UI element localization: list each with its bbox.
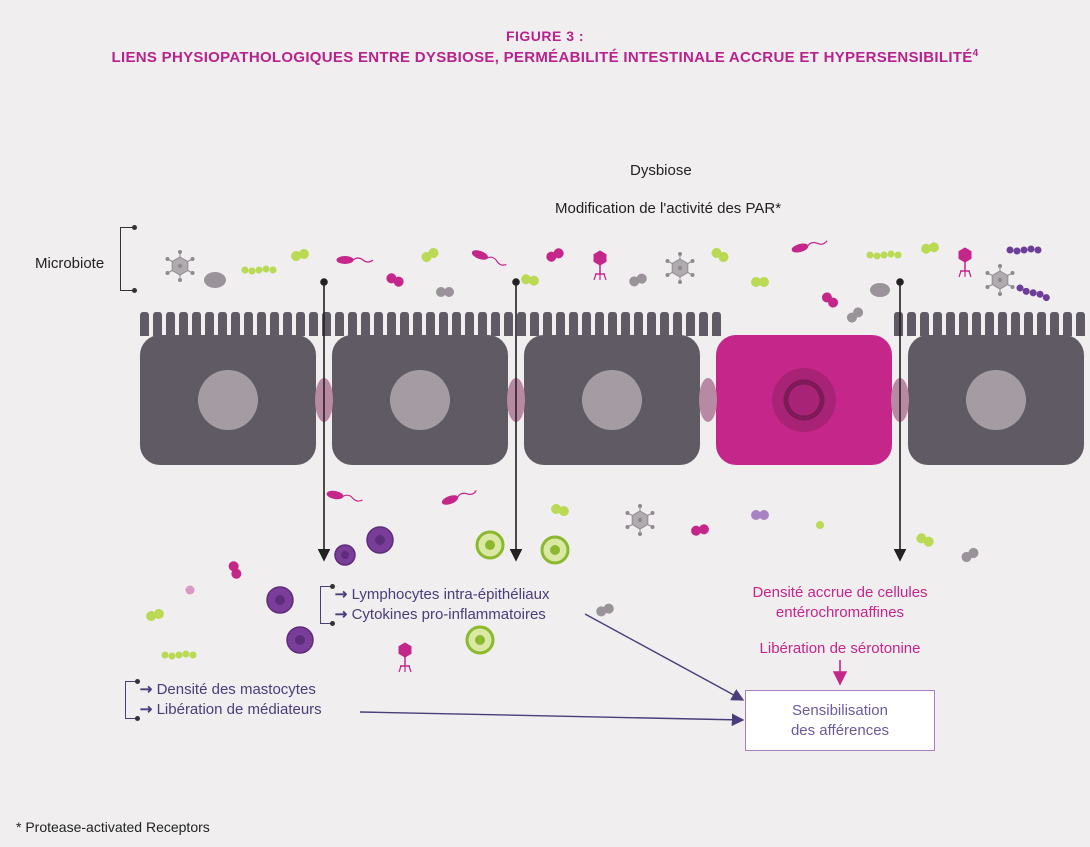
label-cytokines: ↗Cytokines pro-inflammatoires: [335, 605, 546, 623]
label-serotonine: Libération de sérotonine: [745, 640, 935, 657]
label-dysbiose: Dysbiose: [630, 162, 692, 179]
figure-header: FIGURE 3 : LIENS PHYSIOPATHOLOGIQUES ENT…: [0, 0, 1090, 66]
bracket-masto: [125, 681, 137, 719]
label-mediateurs: ↗Libération de médiateurs: [140, 700, 322, 718]
label-mastocytes: ↗Densité des mastocytes: [140, 680, 316, 698]
figure-title: LIENS PHYSIOPATHOLOGIQUES ENTRE DYSBIOSE…: [0, 48, 1090, 66]
sensitization-box: Sensibilisation des afférences: [745, 690, 935, 751]
label-ec-density: Densité accrue de cellules entérochromaf…: [725, 583, 955, 622]
footnote: * Protease-activated Receptors: [16, 819, 210, 835]
label-par: Modification de l'activité des PAR*: [555, 200, 781, 217]
bracket-lympho: [320, 586, 332, 624]
figure-label: FIGURE 3 :: [0, 28, 1090, 44]
label-lymphocytes: ↗Lymphocytes intra-épithéliaux: [335, 585, 549, 603]
epithelium: [140, 335, 1084, 465]
bracket-microbiote: [120, 227, 134, 291]
label-microbiote: Microbiote: [35, 255, 104, 272]
